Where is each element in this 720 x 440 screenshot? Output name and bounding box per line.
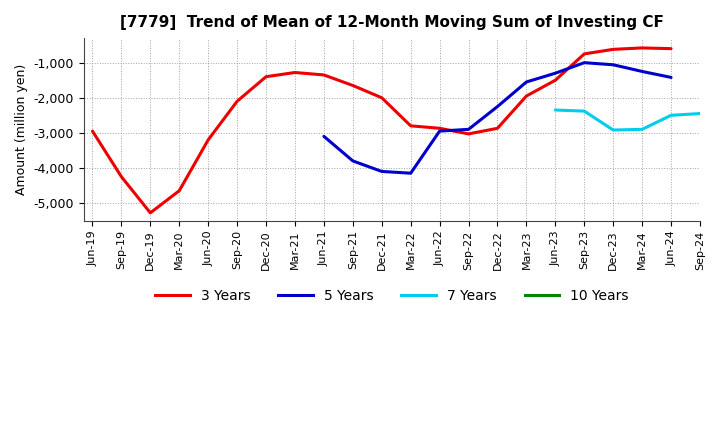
Title: [7779]  Trend of Mean of 12-Month Moving Sum of Investing CF: [7779] Trend of Mean of 12-Month Moving … [120,15,664,30]
Y-axis label: Amount (million yen): Amount (million yen) [15,64,28,195]
Legend: 3 Years, 5 Years, 7 Years, 10 Years: 3 Years, 5 Years, 7 Years, 10 Years [149,283,634,308]
